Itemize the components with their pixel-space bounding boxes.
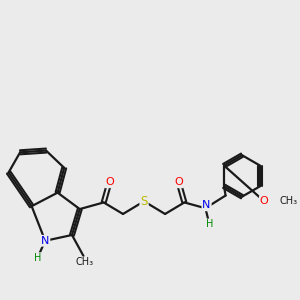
Text: S: S xyxy=(140,195,148,208)
Text: CH₃: CH₃ xyxy=(279,196,297,206)
Text: O: O xyxy=(105,177,114,187)
Text: H: H xyxy=(206,219,213,229)
Text: O: O xyxy=(174,177,183,187)
Text: O: O xyxy=(260,196,268,206)
Text: CH₃: CH₃ xyxy=(75,257,93,267)
Text: N: N xyxy=(202,200,211,210)
Text: N: N xyxy=(41,236,50,246)
Text: H: H xyxy=(34,253,41,263)
